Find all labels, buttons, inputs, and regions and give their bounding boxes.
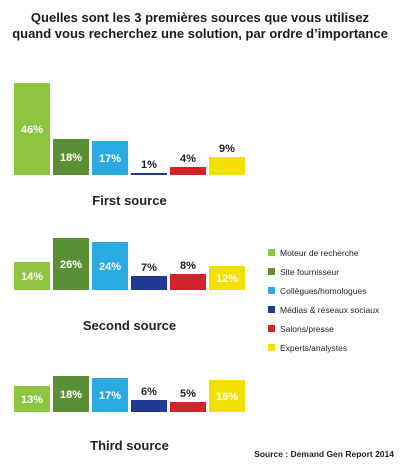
bar-1-4 <box>131 173 167 175</box>
legend-swatch-2 <box>268 268 275 275</box>
value-label-1-2: 18% <box>60 152 82 164</box>
value-label-3-5: 5% <box>180 388 196 400</box>
panel-label-1: First source <box>92 193 166 208</box>
value-label-1-4: 1% <box>141 159 157 171</box>
legend-swatch-3 <box>268 287 275 294</box>
bar-2-5 <box>170 274 206 290</box>
value-label-3-4: 6% <box>141 386 157 398</box>
value-label-2-1: 14% <box>21 271 43 283</box>
bar-2-4 <box>131 276 167 290</box>
bar-1-1 <box>14 83 50 175</box>
value-label-1-1: 46% <box>21 124 43 136</box>
bar-1-6 <box>209 157 245 175</box>
chart-panels: 46% 18% 17% 1% 4% 9% First source 14% 26% 24% 7% 8%… <box>14 83 245 453</box>
value-label-1-5: 4% <box>180 153 196 165</box>
panel-label-2: Second source <box>83 318 176 333</box>
panel-1: 46% 18% 17% 1% 4% 9% First source <box>14 83 245 208</box>
bar-2-2 <box>53 238 89 290</box>
legend-label-5: Salons/presse <box>280 324 334 334</box>
bar-3-6 <box>209 380 245 412</box>
source-note: Source : Demand Gen Report 2014 <box>254 449 394 459</box>
bar-3-2 <box>53 376 89 412</box>
legend-swatch-5 <box>268 325 275 332</box>
bar-3-4 <box>131 400 167 412</box>
value-label-3-6: 16% <box>216 391 238 403</box>
value-label-3-3: 17% <box>99 390 121 402</box>
bar-3-3 <box>92 378 128 412</box>
value-label-1-3: 17% <box>99 153 121 165</box>
bar-3-1 <box>14 386 50 412</box>
legend-label-6: Experts/analystes <box>280 343 347 353</box>
panel-3: 13% 18% 17% 6% 5% 16% Third source <box>14 376 245 453</box>
panel-label-3: Third source <box>90 438 169 453</box>
value-label-1-6: 9% <box>219 143 235 155</box>
panel-2: 14% 26% 24% 7% 8% 12% Second source <box>14 238 245 333</box>
bar-1-3 <box>92 141 128 175</box>
legend: Moteur de recherche Site fournisseur Collè… <box>268 248 380 353</box>
legend-swatch-6 <box>268 344 275 351</box>
value-label-3-2: 18% <box>60 389 82 401</box>
chart-title-line-1: Quelles sont les 3 premières sources que… <box>31 10 370 25</box>
value-label-2-5: 8% <box>180 260 196 272</box>
value-label-2-3: 24% <box>99 261 121 273</box>
chart-title-line-2: quand vous recherchez une solution, par … <box>12 26 388 41</box>
value-label-3-1: 13% <box>21 394 43 406</box>
bar-2-3 <box>92 242 128 290</box>
bar-2-1 <box>14 262 50 290</box>
legend-label-2: Site fournisseur <box>280 267 339 277</box>
value-label-2-6: 12% <box>216 273 238 285</box>
legend-label-1: Moteur de recherche <box>280 248 359 258</box>
legend-label-3: Collègues/homologues <box>280 286 366 296</box>
bar-1-2 <box>53 139 89 175</box>
value-label-2-4: 7% <box>141 262 157 274</box>
value-label-2-2: 26% <box>60 259 82 271</box>
legend-label-4: Médias & réseaux sociaux <box>280 305 380 315</box>
bar-3-5 <box>170 402 206 412</box>
bar-1-5 <box>170 167 206 175</box>
legend-swatch-4 <box>268 306 275 313</box>
legend-swatch-1 <box>268 249 275 256</box>
bar-2-6 <box>209 266 245 290</box>
